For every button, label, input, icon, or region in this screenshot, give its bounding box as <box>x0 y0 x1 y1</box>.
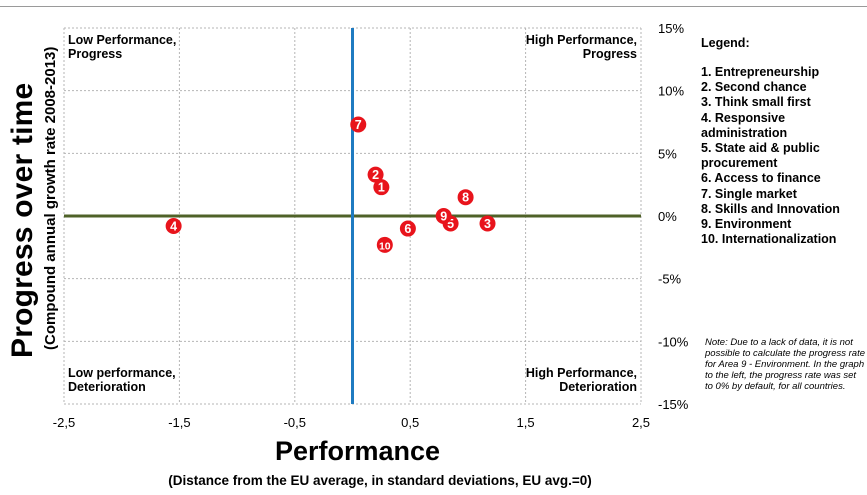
legend-item: 7. Single market <box>701 186 797 201</box>
quadrant-label-top-right: High Performance, Progress <box>525 33 637 61</box>
data-point-marker <box>399 220 416 237</box>
tick-labels: -2,5 -1,5 -0,5 0,5 1,5 2,5 15% 10% 5% 0% -5% -10% -1… <box>53 21 689 430</box>
data-point-marker <box>350 116 367 133</box>
x-tick-label: 2,5 <box>632 415 650 430</box>
data-point-marker <box>457 189 474 206</box>
data-point-label: 2 <box>372 168 379 182</box>
x-tick-label: -1,5 <box>168 415 190 430</box>
legend-item: 6. Access to finance <box>701 171 821 186</box>
y-tick-label: 5% <box>658 146 677 161</box>
legend-list: 1. Entrepreneurship 2. Second chance 3. … <box>701 65 861 247</box>
legend: Legend: 1. Entrepreneurship 2. Second ch… <box>701 36 861 247</box>
x-tick-label: -0,5 <box>284 415 306 430</box>
footnote: Note: Due to a lack of data, it is not p… <box>705 337 866 392</box>
data-point-label: 10 <box>379 240 391 252</box>
y-tick-label: -10% <box>658 334 689 349</box>
data-points: 12 3 4 5 6 7 8 9 10 <box>165 116 496 253</box>
y-tick-label: 15% <box>658 21 684 36</box>
top-border-line <box>0 6 867 7</box>
legend-item: 1. Entrepreneurship <box>701 65 820 79</box>
data-point-label: 5 <box>447 217 454 231</box>
y-tick-label: 10% <box>658 84 684 99</box>
data-point-label: 9 <box>440 210 447 224</box>
data-point-marker <box>435 208 452 224</box>
zero-lines <box>64 28 641 404</box>
legend-title: Legend: <box>701 36 750 50</box>
legend-item: 5. State aid & public procurement <box>701 141 820 171</box>
y-tick-label: -15% <box>658 397 689 412</box>
data-point-marker <box>367 166 384 183</box>
x-axis-title: Performance <box>274 436 441 466</box>
x-tick-label: -2,5 <box>53 415 75 430</box>
data-point-marker <box>376 236 393 253</box>
data-point-marker <box>373 179 390 196</box>
quadrant-label-top-left: Low Performance, Progress <box>68 33 177 61</box>
y-axis-subtitle: (Compound annual growth rate 2008-2013) <box>42 46 59 350</box>
legend-item: 9. Environment <box>701 217 792 232</box>
x-tick-label: 1,5 <box>517 415 535 430</box>
x-tick-label: 0,5 <box>401 415 419 430</box>
y-tick-label: -5% <box>658 272 682 287</box>
scatter-chart: -2,5 -1,5 -0,5 0,5 1,5 2,5 15% 10% 5% 0% -5% -10% -1… <box>53 21 689 430</box>
data-point-label: 3 <box>484 217 491 231</box>
quadrant-label-bottom-right: High Performance, Deterioration <box>525 366 637 394</box>
y-axis-title: Progress over time <box>6 82 39 358</box>
x-axis-subtitle: (Distance from the EU average, in standa… <box>168 473 592 488</box>
legend-item: 4. Responsive administration <box>701 110 788 140</box>
data-point-marker <box>165 218 182 235</box>
data-point-label: 6 <box>404 222 411 236</box>
legend-item: 8. Skills and Innovation <box>701 201 840 216</box>
legend-item: 3. Think small first <box>701 95 811 110</box>
quadrant-label-bottom-left: Low performance, Deterioration <box>68 366 176 394</box>
data-point-marker <box>479 215 496 232</box>
legend-item: 2. Second chance <box>701 80 807 95</box>
data-point-label: 7 <box>355 118 362 132</box>
y-tick-label: 0% <box>658 209 677 224</box>
legend-item: 10. Internationalization <box>701 232 837 247</box>
data-point-label: 4 <box>170 220 177 234</box>
data-point-label: 8 <box>462 191 469 205</box>
data-point-label: 1 <box>378 181 385 195</box>
